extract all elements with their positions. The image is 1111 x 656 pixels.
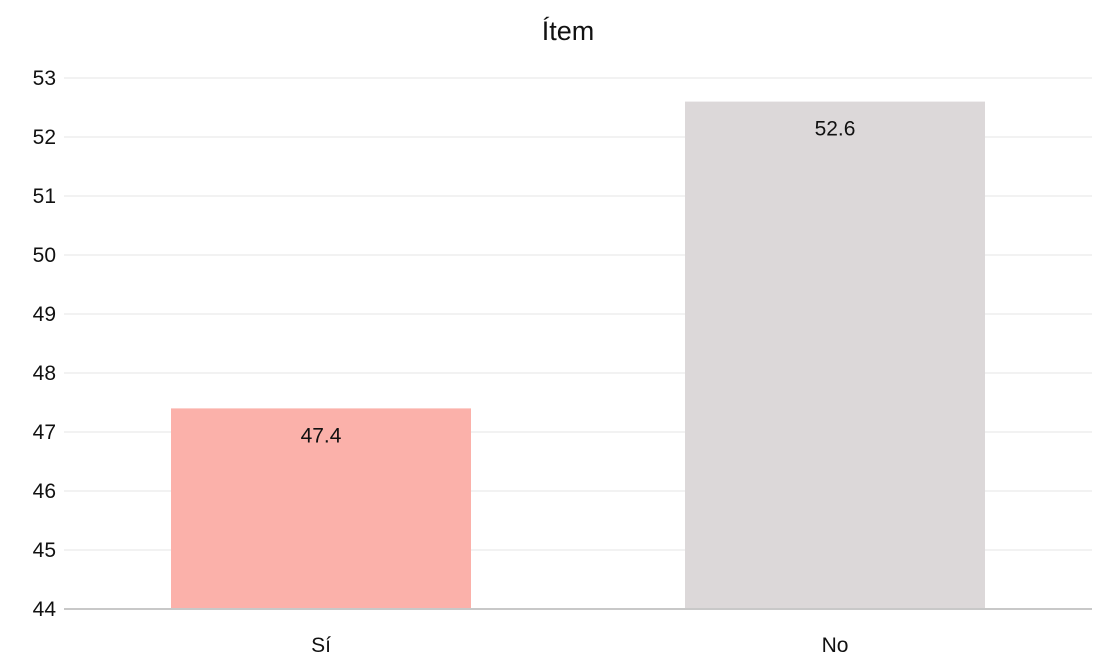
- y-tick-label: 48: [33, 362, 56, 385]
- data-labels: 47.4 52.6: [301, 118, 856, 448]
- bars: [171, 101, 985, 609]
- y-axis-tick-labels: 44 45 46 47 48 49 50 51 52 53: [33, 67, 57, 621]
- x-category-label: No: [822, 634, 849, 656]
- y-tick-label: 53: [33, 67, 56, 90]
- y-tick-label: 45: [33, 539, 56, 562]
- x-category-label: Sí: [311, 634, 331, 656]
- y-tick-label: 46: [33, 480, 56, 503]
- y-tick-label: 47: [33, 421, 56, 444]
- y-tick-label: 51: [33, 185, 56, 208]
- y-tick-label: 49: [33, 303, 56, 326]
- y-tick-label: 50: [33, 244, 56, 267]
- data-label: 52.6: [815, 118, 856, 141]
- y-tick-label: 44: [33, 598, 57, 621]
- x-axis-category-labels: Sí No: [311, 634, 848, 656]
- data-label: 47.4: [301, 424, 342, 447]
- chart-title: Ítem: [542, 16, 595, 46]
- bar-si: [171, 408, 471, 609]
- y-tick-label: 52: [33, 126, 56, 149]
- bar-no: [685, 101, 985, 609]
